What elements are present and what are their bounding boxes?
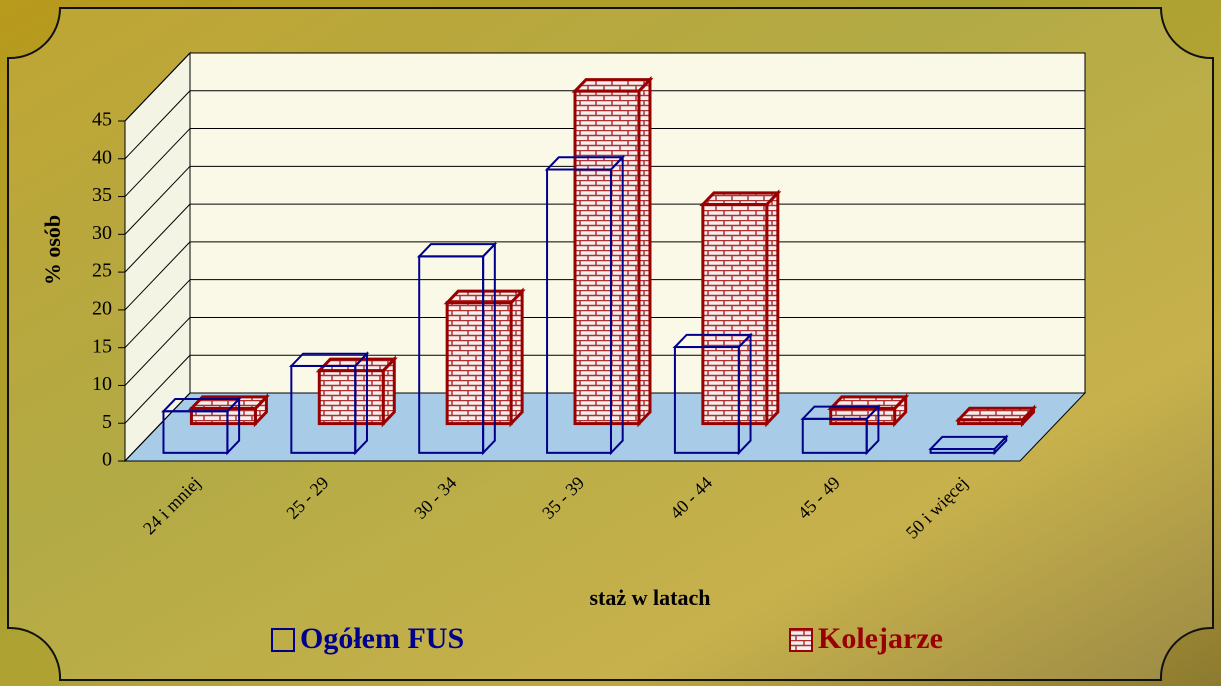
bar [957, 418, 1025, 426]
bar [701, 202, 769, 426]
bar-top [443, 289, 526, 305]
bar [290, 364, 357, 454]
bar [445, 301, 513, 426]
y-tick-label: 20 [92, 297, 112, 319]
bar-side [509, 287, 524, 428]
bar-side [637, 75, 652, 428]
legend-swatch [789, 628, 813, 652]
bar [418, 255, 485, 454]
grid-line [124, 90, 191, 160]
y-tick-label: 10 [92, 373, 112, 395]
legend-swatch [271, 628, 295, 652]
grid-line [124, 52, 191, 122]
grid-line [124, 203, 191, 273]
bar [673, 346, 740, 454]
y-tick-label: 45 [92, 109, 112, 131]
y-tick-label: 25 [92, 260, 112, 282]
y-tick-label: 5 [102, 411, 112, 433]
bar [801, 417, 868, 454]
grid-line [124, 392, 191, 462]
y-tick-label: 15 [92, 335, 112, 357]
grid-line [124, 354, 191, 424]
grid-line [124, 128, 191, 197]
bar [573, 89, 641, 426]
bar-side [765, 189, 780, 428]
bar-top [571, 78, 654, 93]
x-axis-title: staż w latach [590, 585, 711, 610]
y-tick-label: 35 [92, 184, 112, 206]
bar [317, 369, 385, 426]
grid-line [124, 165, 191, 235]
bar-top [955, 406, 1038, 422]
bar [546, 168, 612, 454]
bar-top [699, 191, 782, 206]
bar [162, 410, 229, 454]
legend-label: Kolejarze [818, 622, 943, 655]
grid-line [124, 279, 191, 349]
grid-line [124, 241, 191, 311]
bar [829, 406, 897, 426]
y-tick-label: 40 [92, 146, 112, 168]
bar [929, 448, 996, 454]
legend-label: Ogółem FUS [300, 622, 464, 655]
y-axis-title: % osób [40, 215, 65, 285]
grid-line [124, 317, 191, 386]
y-tick-label: 0 [102, 449, 112, 471]
y-tick-label: 30 [92, 222, 112, 244]
